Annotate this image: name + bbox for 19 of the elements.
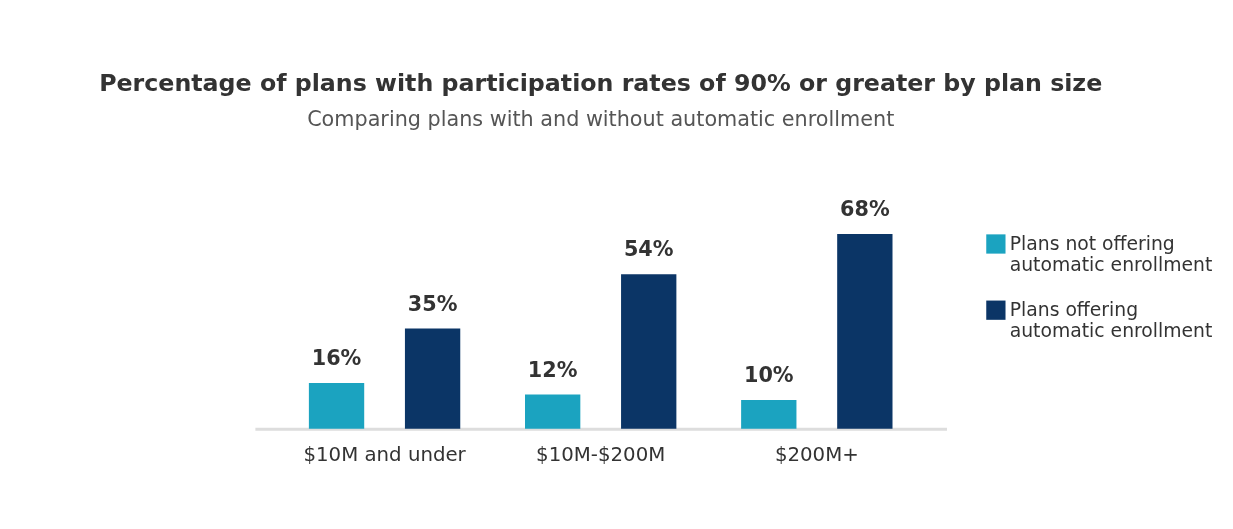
data-label: 35% (407, 291, 458, 316)
chart-subtitle: Comparing plans with and without automatic enrollment (307, 107, 895, 132)
bar (308, 382, 365, 429)
bar (404, 328, 461, 429)
chart-title: Percentage of plans with participation rates of 90% or greater by plan size (99, 68, 1103, 97)
data-label: 12% (527, 357, 578, 382)
legend-label: Plans offering automatic enrollment (1009, 299, 1213, 341)
data-label: 54% (623, 237, 674, 262)
data-label: 10% (743, 363, 794, 388)
data-label: 68% (840, 197, 890, 222)
x-tick-label: $10M-$200M (536, 442, 666, 466)
bar (525, 394, 581, 429)
x-tick-label: $200M+ (774, 442, 859, 466)
bar (837, 234, 893, 429)
legend-label: Plans not offering automatic enrollment (1009, 232, 1213, 275)
data-label: 16% (311, 346, 362, 371)
x-tick-label: $10M and under (303, 442, 467, 466)
bar (741, 400, 797, 429)
bar (621, 274, 677, 429)
